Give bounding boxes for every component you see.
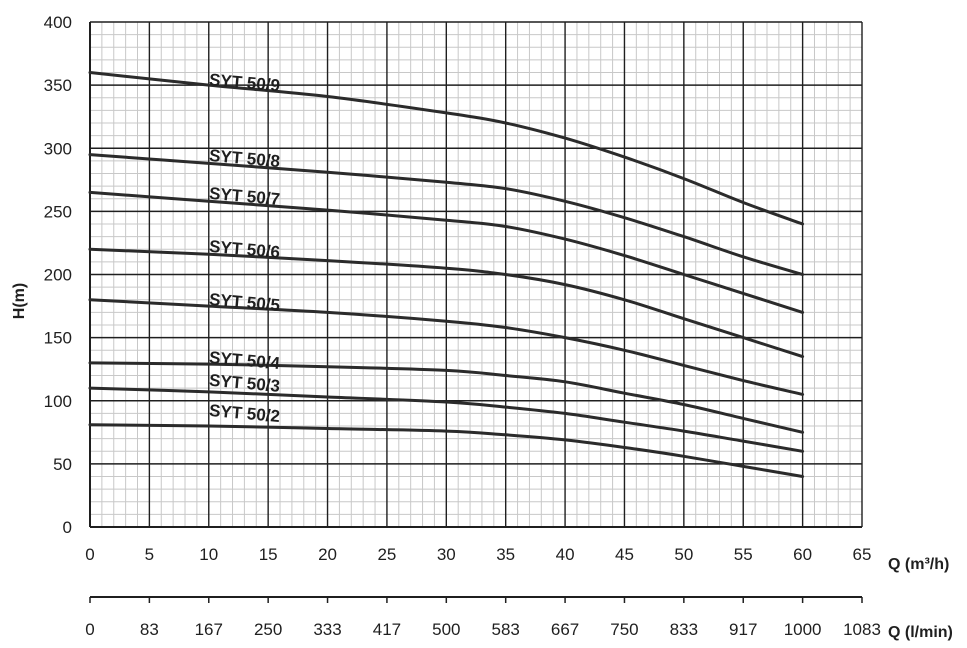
y-tick-label: 50: [53, 455, 72, 474]
curve-syt-50-7: [88, 190, 805, 314]
x-tick-label: 40: [556, 545, 575, 564]
curve-syt-50-4: [88, 361, 805, 434]
x2-tick-label: 0: [85, 620, 94, 639]
x-tick-label: 35: [496, 545, 515, 564]
y-tick-label: 250: [44, 202, 72, 221]
x-axis-title: Q (m³/h): [888, 556, 949, 573]
x2-tick-label: 167: [195, 620, 223, 639]
x-tick-label: 45: [615, 545, 634, 564]
x2-tick-label: 917: [729, 620, 757, 639]
x2-tick-label: 83: [140, 620, 159, 639]
x2-tick-label: 500: [432, 620, 460, 639]
x2-tick-label: 583: [492, 620, 520, 639]
x-tick-label: 20: [318, 545, 337, 564]
x-tick-label: 30: [437, 545, 456, 564]
x2-tick-label: 250: [254, 620, 282, 639]
y-tick-label: 300: [44, 139, 72, 158]
curve-syt-50-2: [88, 423, 805, 478]
x2-tick-label: 1000: [784, 620, 822, 639]
curve-syt-50-5: [88, 298, 805, 396]
x-tick-label: 50: [674, 545, 693, 564]
x-tick-label: 15: [259, 545, 278, 564]
y-tick-label: 100: [44, 392, 72, 411]
x-tick-label: 60: [793, 545, 812, 564]
x-tick-label: 5: [145, 545, 154, 564]
x2-tick-label: 333: [313, 620, 341, 639]
x-tick-label: 65: [853, 545, 872, 564]
x-tick-label: 0: [85, 545, 94, 564]
curve-syt-50-8: [88, 153, 805, 276]
x2-tick-label: 1083: [843, 620, 881, 639]
x2-tick-label: 750: [610, 620, 638, 639]
axes: [89, 22, 863, 603]
x2-tick-label: 833: [670, 620, 698, 639]
y-tick-label: 350: [44, 76, 72, 95]
curve-syt-50-3: [88, 386, 805, 453]
y-tick-label: 0: [63, 518, 72, 537]
y-axis-title: H(m): [11, 283, 28, 319]
curve-syt-50-9: [88, 71, 805, 226]
curves: [88, 71, 805, 478]
x-tick-label: 10: [199, 545, 218, 564]
y-tick-label: 200: [44, 266, 72, 285]
x2-tick-label: 417: [373, 620, 401, 639]
x-tick-label: 55: [734, 545, 753, 564]
y-tick-label: 400: [44, 13, 72, 32]
y-tick-label: 150: [44, 329, 72, 348]
x-tick-label: 25: [377, 545, 396, 564]
tick-labels: 0 5 10 15 20 25 30 35 40 45 50 55 60 65 0 83 167 250 333 41…: [44, 13, 881, 639]
curve-syt-50-6: [88, 247, 805, 359]
x2-axis-title: Q (l/min): [888, 624, 953, 641]
x2-tick-label: 667: [551, 620, 579, 639]
